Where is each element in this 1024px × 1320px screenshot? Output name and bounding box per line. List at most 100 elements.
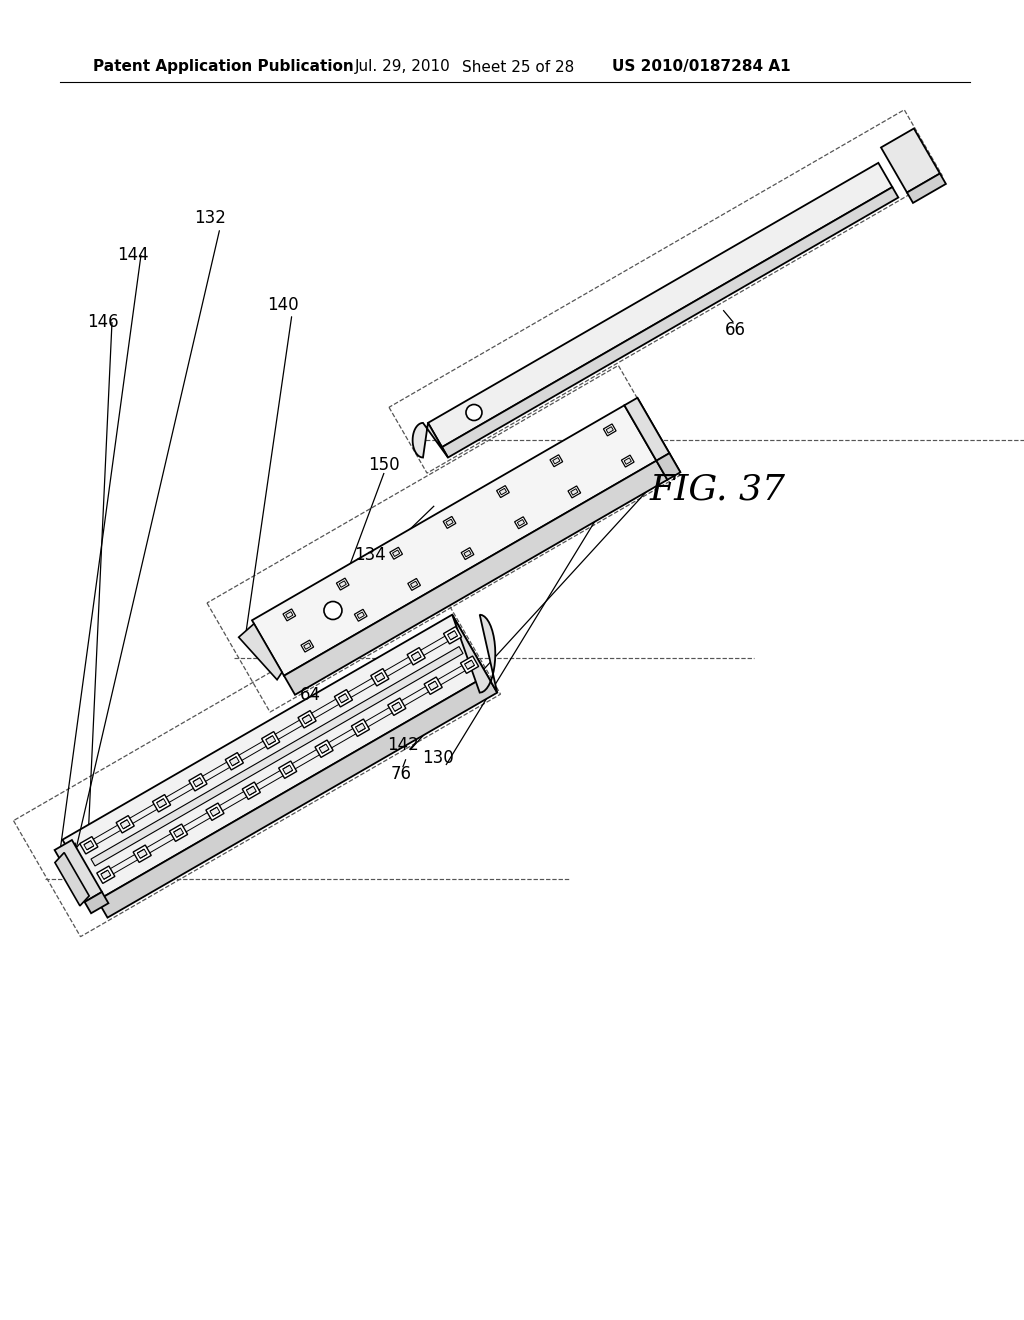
Polygon shape xyxy=(193,777,203,787)
Polygon shape xyxy=(411,581,418,587)
Polygon shape xyxy=(625,397,670,461)
Polygon shape xyxy=(80,837,98,854)
Polygon shape xyxy=(375,673,385,682)
Text: 140: 140 xyxy=(267,296,299,314)
Text: 64: 64 xyxy=(299,686,321,704)
Text: 134: 134 xyxy=(354,546,386,564)
Polygon shape xyxy=(550,455,562,467)
Polygon shape xyxy=(170,824,187,841)
Polygon shape xyxy=(570,488,578,495)
Polygon shape xyxy=(137,849,147,858)
Polygon shape xyxy=(622,455,634,467)
Polygon shape xyxy=(497,486,509,498)
Polygon shape xyxy=(881,128,940,193)
Polygon shape xyxy=(239,624,282,680)
Circle shape xyxy=(466,404,482,421)
Polygon shape xyxy=(461,656,478,673)
Polygon shape xyxy=(355,723,366,733)
Polygon shape xyxy=(225,752,244,770)
Polygon shape xyxy=(279,762,297,779)
Text: 144: 144 xyxy=(117,246,148,264)
Text: 130: 130 xyxy=(422,748,454,767)
Polygon shape xyxy=(625,458,632,465)
Polygon shape xyxy=(120,820,130,829)
Polygon shape xyxy=(153,795,171,812)
Polygon shape xyxy=(54,840,102,902)
Polygon shape xyxy=(500,488,507,495)
Polygon shape xyxy=(351,719,370,737)
Polygon shape xyxy=(252,405,656,676)
Polygon shape xyxy=(428,681,438,690)
Text: 150: 150 xyxy=(369,455,399,474)
Text: 146: 146 xyxy=(87,313,119,331)
Polygon shape xyxy=(428,162,892,447)
Polygon shape xyxy=(335,689,352,708)
Polygon shape xyxy=(603,424,616,436)
Polygon shape xyxy=(229,756,240,766)
Polygon shape xyxy=(62,615,487,900)
Polygon shape xyxy=(339,694,348,702)
Polygon shape xyxy=(354,610,367,622)
Polygon shape xyxy=(357,612,365,619)
Polygon shape xyxy=(408,648,425,665)
Polygon shape xyxy=(261,731,280,748)
Polygon shape xyxy=(286,611,293,618)
Polygon shape xyxy=(371,669,389,686)
Polygon shape xyxy=(907,173,946,203)
Text: FIG. 37: FIG. 37 xyxy=(650,473,786,507)
Polygon shape xyxy=(265,735,275,744)
Polygon shape xyxy=(304,643,311,649)
Polygon shape xyxy=(443,627,462,644)
Polygon shape xyxy=(315,741,333,758)
Polygon shape xyxy=(84,841,94,850)
Polygon shape xyxy=(443,516,456,528)
Text: 132: 132 xyxy=(195,209,226,227)
Polygon shape xyxy=(445,519,454,525)
Polygon shape xyxy=(206,803,224,821)
Polygon shape xyxy=(464,550,471,557)
Polygon shape xyxy=(91,647,463,866)
Text: Jul. 29, 2010: Jul. 29, 2010 xyxy=(355,59,451,74)
Polygon shape xyxy=(157,799,167,808)
Polygon shape xyxy=(424,677,442,694)
Polygon shape xyxy=(392,550,399,557)
Polygon shape xyxy=(392,702,401,711)
Polygon shape xyxy=(247,787,256,796)
Polygon shape xyxy=(517,520,524,525)
Polygon shape xyxy=(100,870,111,879)
Text: Sheet 25 of 28: Sheet 25 of 28 xyxy=(462,59,574,74)
Polygon shape xyxy=(283,609,296,620)
Polygon shape xyxy=(453,615,498,693)
Polygon shape xyxy=(606,426,613,433)
Polygon shape xyxy=(302,714,312,723)
Text: 76: 76 xyxy=(390,766,412,783)
Polygon shape xyxy=(465,660,474,669)
Polygon shape xyxy=(656,453,680,479)
Polygon shape xyxy=(96,866,115,883)
Polygon shape xyxy=(284,461,668,694)
Polygon shape xyxy=(413,422,449,458)
Polygon shape xyxy=(133,845,152,862)
Polygon shape xyxy=(390,548,402,560)
Circle shape xyxy=(324,602,342,619)
Polygon shape xyxy=(412,652,421,661)
Polygon shape xyxy=(116,816,134,833)
Polygon shape xyxy=(283,766,293,775)
Polygon shape xyxy=(188,774,207,791)
Polygon shape xyxy=(568,486,581,498)
Polygon shape xyxy=(97,676,498,917)
Text: US 2010/0187284 A1: US 2010/0187284 A1 xyxy=(612,59,791,74)
Polygon shape xyxy=(174,828,183,837)
Polygon shape xyxy=(55,853,89,906)
Polygon shape xyxy=(388,698,406,715)
Polygon shape xyxy=(298,710,316,727)
Polygon shape xyxy=(210,807,220,816)
Polygon shape xyxy=(337,578,349,590)
Polygon shape xyxy=(319,744,329,754)
Polygon shape xyxy=(85,892,109,913)
Polygon shape xyxy=(243,781,260,800)
Polygon shape xyxy=(301,640,313,652)
Text: Patent Application Publication: Patent Application Publication xyxy=(93,59,353,74)
Text: 66: 66 xyxy=(725,321,745,339)
Text: 142: 142 xyxy=(387,737,419,754)
